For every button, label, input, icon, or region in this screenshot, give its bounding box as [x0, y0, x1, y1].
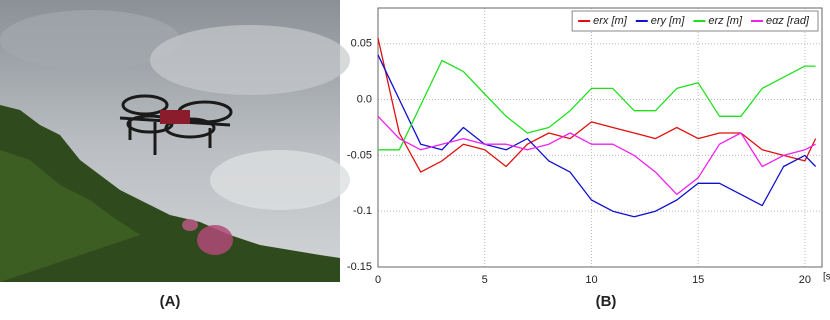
- photo: [0, 0, 350, 282]
- legend-label: erx [m]: [593, 15, 628, 27]
- x-tick-label: 10: [585, 274, 597, 286]
- legend: erx [m] ery [m] erz [m] eαz [rad]: [571, 10, 819, 32]
- panel-label: (B): [596, 293, 617, 310]
- x-unit: [s]: [823, 272, 830, 283]
- legend-label: ery [m]: [651, 15, 686, 27]
- y-tick-label: -0.15: [347, 261, 372, 273]
- legend-label: eαz [rad]: [766, 15, 810, 27]
- legend-label: erz [m]: [708, 15, 743, 27]
- y-tick-label: -0.1: [353, 205, 372, 217]
- y-tick-label: 0.05: [351, 38, 372, 50]
- series-line: [377, 54, 817, 218]
- y-tick-label: 0.0: [357, 93, 372, 105]
- y-tick-label: -0.05: [347, 149, 372, 161]
- x-tick-label: 15: [692, 274, 704, 286]
- series-line: [377, 115, 816, 196]
- series-line: [377, 37, 817, 173]
- x-tick-label: 5: [482, 274, 488, 286]
- series-line: [378, 59, 816, 151]
- panel-label: (A): [160, 293, 181, 310]
- x-tick-label: 20: [799, 274, 811, 286]
- x-tick-label: 0: [375, 274, 381, 286]
- plot-frame: [377, 7, 823, 268]
